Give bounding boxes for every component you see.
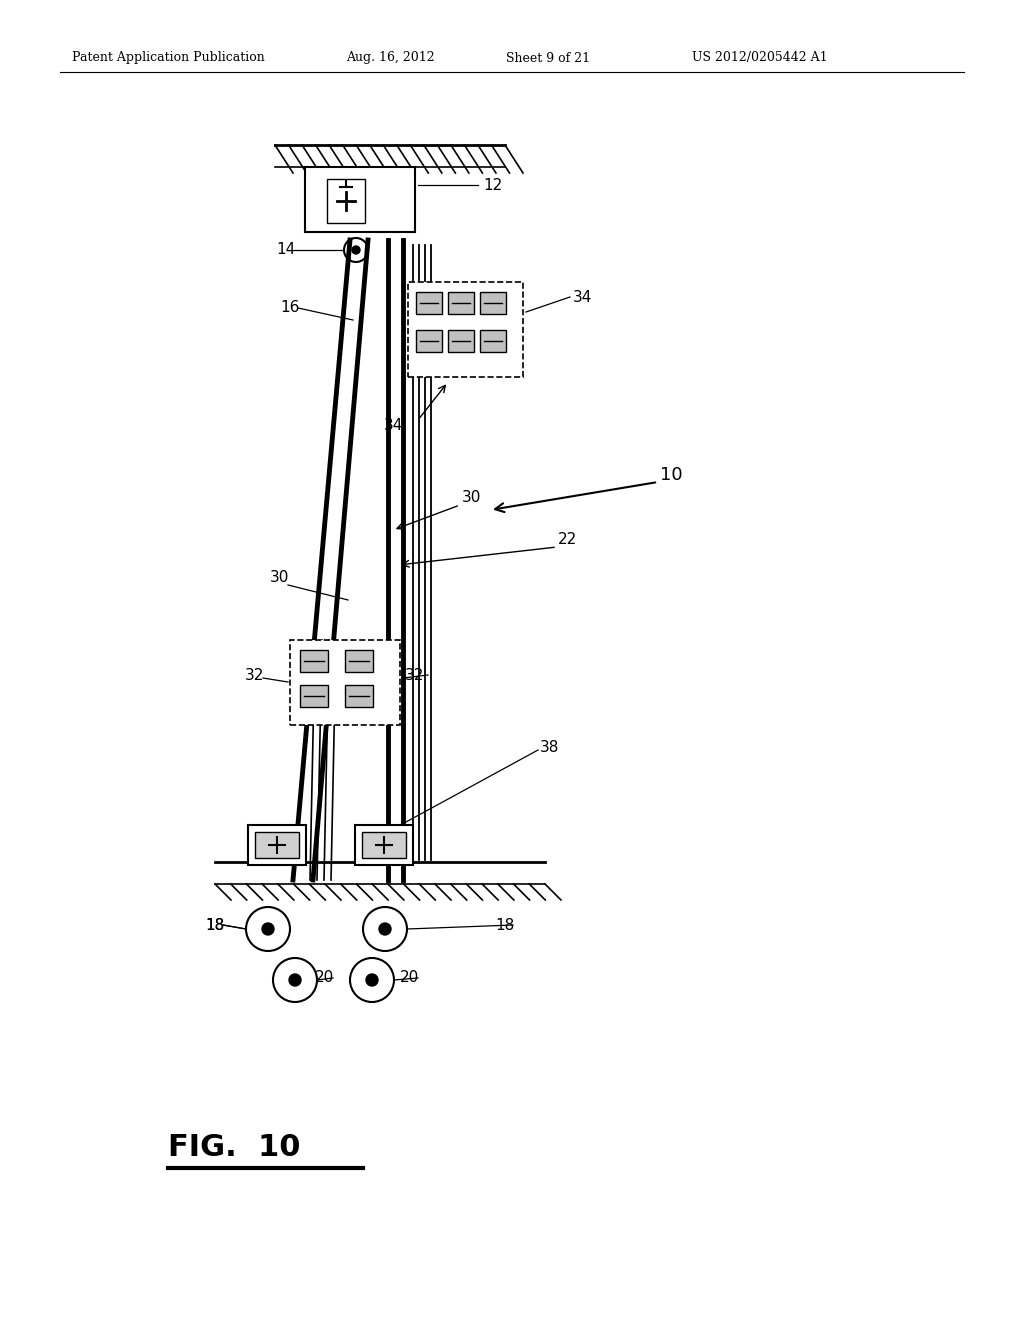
Text: US 2012/0205442 A1: US 2012/0205442 A1 xyxy=(692,51,827,65)
Text: Patent Application Publication: Patent Application Publication xyxy=(72,51,265,65)
Bar xyxy=(449,292,474,314)
Text: 32: 32 xyxy=(245,668,264,682)
Bar xyxy=(255,832,299,858)
Bar xyxy=(300,649,328,672)
Text: 38: 38 xyxy=(540,741,559,755)
Circle shape xyxy=(379,923,391,935)
Bar xyxy=(408,282,523,378)
Text: 34: 34 xyxy=(573,289,592,305)
Bar xyxy=(345,649,373,672)
Bar xyxy=(345,685,373,708)
Bar xyxy=(449,330,474,352)
Text: Aug. 16, 2012: Aug. 16, 2012 xyxy=(346,51,434,65)
Text: 20: 20 xyxy=(315,970,334,986)
Bar xyxy=(480,292,506,314)
Text: 30: 30 xyxy=(462,491,481,506)
Text: Sheet 9 of 21: Sheet 9 of 21 xyxy=(506,51,590,65)
Text: 16: 16 xyxy=(280,301,299,315)
Text: 12: 12 xyxy=(483,177,502,193)
Text: 18: 18 xyxy=(205,917,224,932)
Bar xyxy=(480,330,506,352)
Bar xyxy=(355,825,413,865)
Bar xyxy=(290,640,400,725)
Bar xyxy=(416,330,442,352)
Text: 34: 34 xyxy=(384,417,403,433)
Circle shape xyxy=(352,246,360,253)
Text: 18: 18 xyxy=(205,917,224,932)
Text: 22: 22 xyxy=(558,532,578,548)
Circle shape xyxy=(366,974,378,986)
Bar xyxy=(327,180,365,223)
Text: 14: 14 xyxy=(276,243,295,257)
Bar xyxy=(416,292,442,314)
Text: 30: 30 xyxy=(270,570,290,586)
Bar xyxy=(248,825,306,865)
Circle shape xyxy=(262,923,274,935)
Bar xyxy=(305,168,415,232)
Text: 32: 32 xyxy=(406,668,424,682)
Text: 20: 20 xyxy=(400,970,419,986)
Text: FIG.  10: FIG. 10 xyxy=(168,1134,300,1163)
Text: 18: 18 xyxy=(495,917,514,932)
Bar xyxy=(362,832,406,858)
Circle shape xyxy=(289,974,301,986)
Bar xyxy=(300,685,328,708)
Text: 10: 10 xyxy=(660,466,683,484)
